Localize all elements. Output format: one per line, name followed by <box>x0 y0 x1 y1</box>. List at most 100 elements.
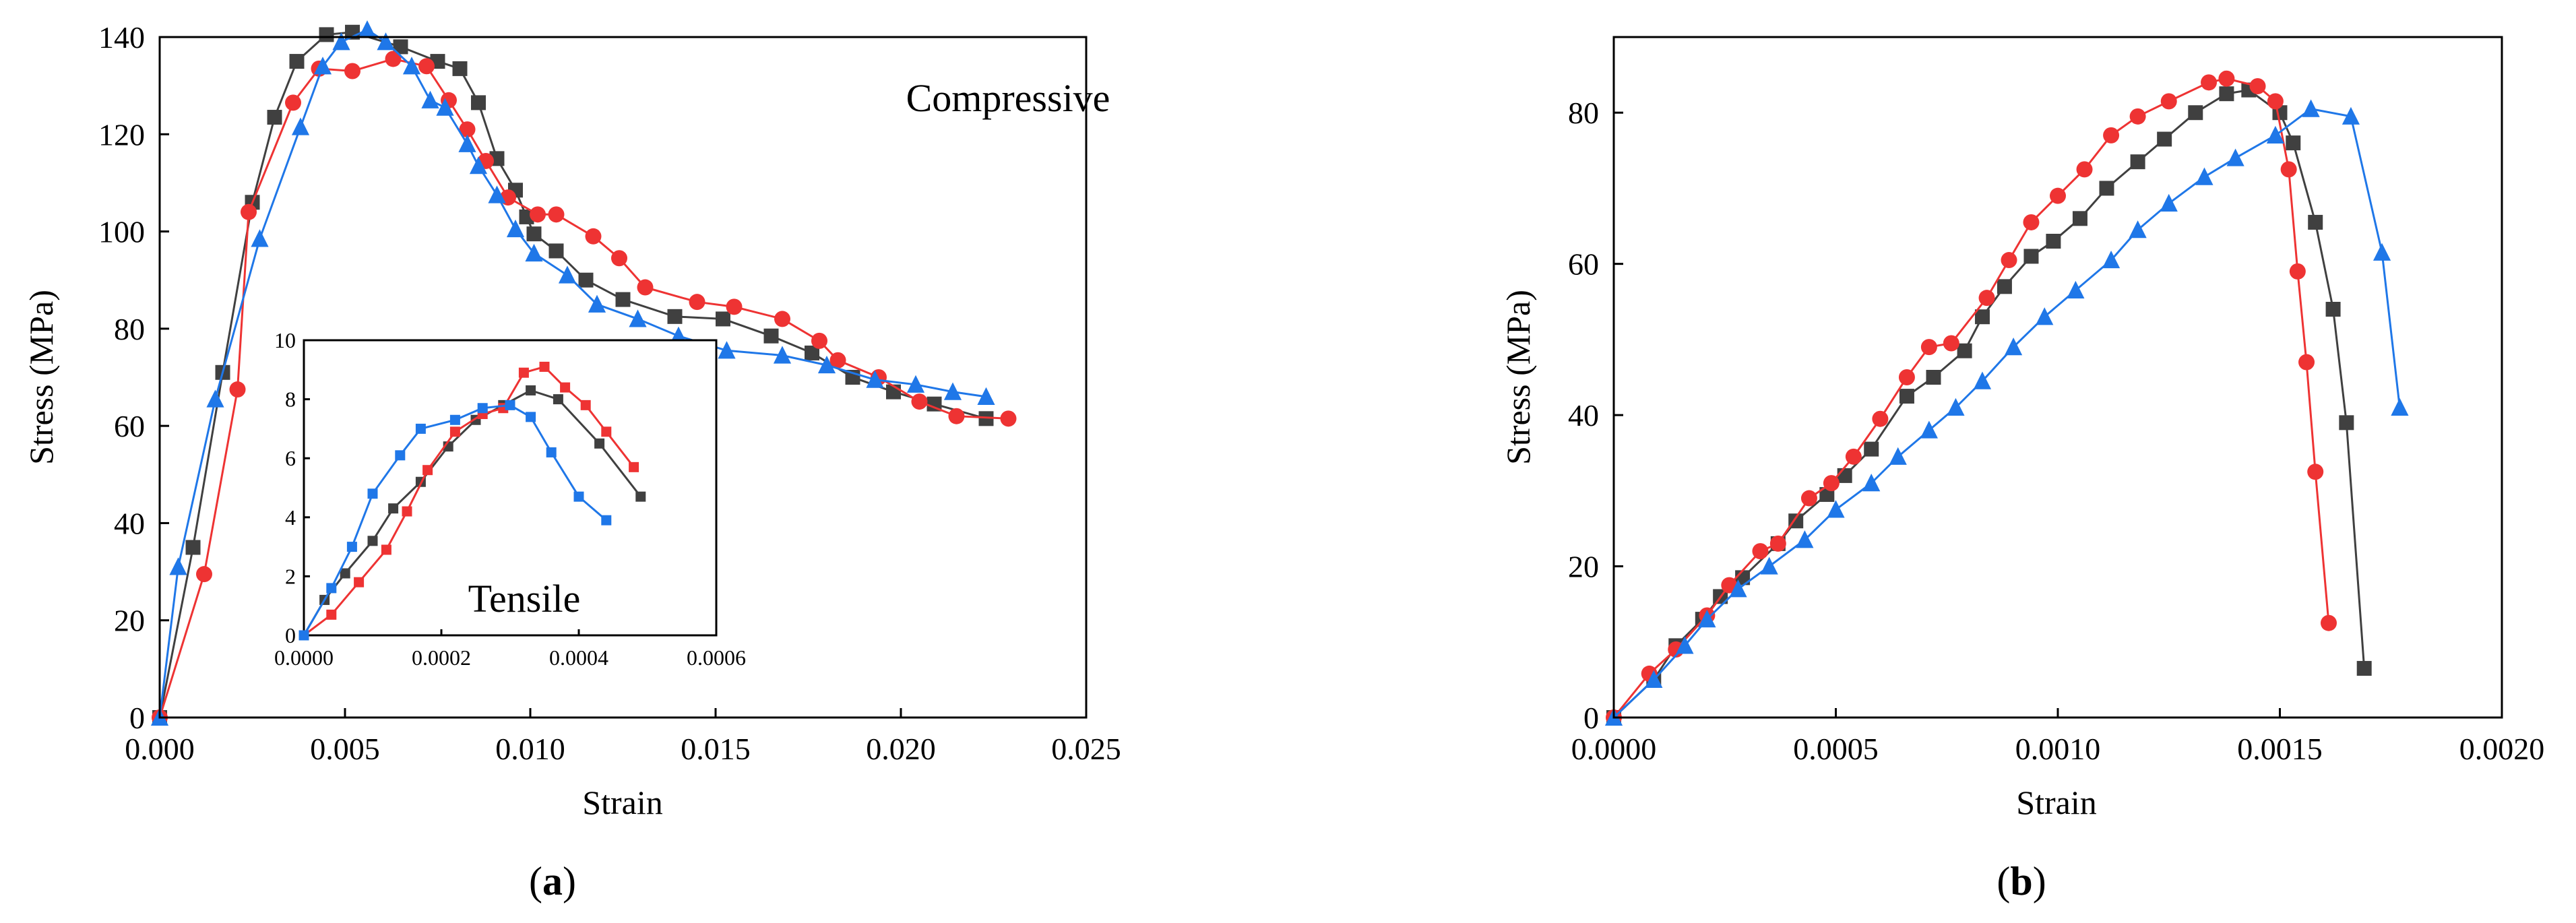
panel-a-y-axis-title: Stress (MPa) <box>22 290 60 465</box>
panel-a-x-axis-title: Strain <box>582 784 662 821</box>
panel-b-specimen-2-point <box>1823 475 1840 492</box>
panel-a-specimen-3-point <box>588 294 606 313</box>
panel-a-specimen-1-point <box>289 54 305 69</box>
panel-a-label: (a) <box>529 859 576 903</box>
panel-a-specimen-3-point <box>291 117 310 135</box>
inset-x-tick-label: 0.0002 <box>412 645 471 670</box>
panel-a-x-tick-label: 0.020 <box>866 732 936 766</box>
inset-specimen-2-point <box>580 400 591 410</box>
panel-b-specimen-3-point <box>1796 530 1814 548</box>
inset-specimen-3-point <box>505 400 515 410</box>
panel-a-specimen-1-point <box>578 272 594 288</box>
inset-specimen-2-point <box>518 367 529 378</box>
inset-specimen-3-point <box>526 412 536 422</box>
inset-specimen-1-point <box>340 568 350 579</box>
panel-b-specimen-3-point <box>2302 99 2320 117</box>
panel-b-x-tick-label: 0.0000 <box>1571 732 1657 766</box>
panel-a-specimen-2-point <box>548 206 565 223</box>
panel-a-specimen-3-point <box>206 389 224 408</box>
inset-specimen-2-point <box>560 382 571 393</box>
panel-a-specimen-3-point <box>558 265 577 284</box>
inset-y-tick-label: 0 <box>285 623 296 647</box>
panel-b-specimen-3-point <box>2266 125 2285 144</box>
panel-b-specimen-1-point <box>2219 86 2234 102</box>
panel-a-specimen-1-point <box>452 61 468 76</box>
inset-specimen-1-point <box>553 394 563 405</box>
panel-a-specimen-2-point <box>530 206 546 223</box>
panel-b-specimen-2-point <box>1978 290 1995 307</box>
inset-specimen-1-point <box>594 438 605 449</box>
inset-specimen-3-point <box>546 447 557 457</box>
panel-a-specimen-2-point <box>229 381 246 398</box>
panel-a-x-tick-label: 0.005 <box>310 732 380 766</box>
panel-a-x-tick-label: 0.000 <box>125 732 195 766</box>
panel-a-y-tick-label: 20 <box>114 604 145 638</box>
panel-b-y-tick-label: 80 <box>1568 96 1599 130</box>
panel-a-specimen-3-point <box>436 98 454 116</box>
panel-b-specimen-1-point <box>1997 279 2012 294</box>
panel-a-specimen-2-point <box>911 393 928 410</box>
panel-b-specimen-3-point <box>1760 556 1778 575</box>
panel-a-specimen-3-point <box>817 355 836 374</box>
panel-b-specimen-3-point <box>1729 579 1747 598</box>
panel-b-specimen-3-line <box>1612 108 2401 719</box>
panel-b-specimen-3-point <box>1676 636 1694 654</box>
inset-specimen-2-point <box>402 506 412 517</box>
panel-b-specimen-1-point <box>2188 105 2203 121</box>
panel-b-specimen-3-point <box>2067 280 2085 299</box>
panel-b-specimen-3-point <box>2036 307 2054 325</box>
panel-b-specimen-3-point <box>1645 670 1663 688</box>
panel-b-y-tick-label: 0 <box>1583 701 1599 735</box>
inset-specimen-1-point <box>388 503 399 514</box>
inset-x-tick-label: 0.0006 <box>687 645 746 670</box>
panel-b-specimen-2-point <box>2320 614 2337 631</box>
panel-a-specimen-3-point <box>506 219 525 238</box>
panel-b-specimen-2-point <box>1752 543 1769 560</box>
panel-a-x-tick-label: 0.025 <box>1051 732 1121 766</box>
panel-a-specimen-1-point <box>805 345 819 360</box>
inset-x-tick-label: 0.0000 <box>274 645 334 670</box>
panel-a-specimen-3-point <box>313 57 332 75</box>
panel-b-specimen-3-point <box>2226 148 2244 166</box>
compressive-annotation: Compressive <box>906 76 1110 120</box>
panel-a-specimen-3-point <box>773 346 792 364</box>
panel-a-y-tick-label: 40 <box>114 506 145 540</box>
panel-b-specimen-2-point <box>1872 410 1889 427</box>
panel-b-specimen-3-point <box>1973 371 1992 389</box>
panel-b-specimen-2-point <box>1920 339 1937 356</box>
panel-a-specimen-2-point <box>811 332 827 349</box>
panel-a-specimen-2-point <box>637 279 654 296</box>
panel-b-specimen-1-point <box>2286 135 2301 151</box>
panel-a-specimen-2-point <box>948 408 965 424</box>
panel-b-x-tick-label: 0.0015 <box>2237 732 2323 766</box>
panel-b-specimen-2-point <box>1898 369 1915 385</box>
panel-b-y-axis-title: Stress (MPa) <box>1499 290 1537 465</box>
panel-b-specimen-1-point <box>2023 249 2039 264</box>
panel-b-specimen-3-point <box>1947 397 1965 416</box>
panel-b-specimen-2-point <box>2201 74 2218 91</box>
panel-b-specimen-2-point <box>2050 187 2066 204</box>
inset-specimen-2-point <box>381 544 391 555</box>
inset-specimen-2-point <box>601 426 612 437</box>
panel-a-specimen-2-point <box>774 311 790 327</box>
inset-y-tick-label: 10 <box>274 328 296 352</box>
tensile-annotation: Tensile <box>468 577 581 620</box>
panel-b-specimen-2-point <box>1800 490 1817 507</box>
inset-specimen-1-point <box>526 385 536 395</box>
panel-a-x-tick-label: 0.015 <box>681 732 751 766</box>
panel-b-specimen-3-point <box>2160 193 2178 212</box>
panel-b-chart-marks: 0.0000 0.0005 0.0010 0.0015 0.0020 0 20 40 60 80 <box>1568 70 2544 766</box>
panel-b-x-axis-title: Strain <box>2016 784 2096 821</box>
panel-b-specimen-2-point <box>2298 354 2315 371</box>
inset-specimen-2-point <box>539 361 550 372</box>
inset-x-tick-label: 0.0004 <box>549 645 608 670</box>
panel-b-specimen-1-point <box>1926 370 1941 385</box>
panel-a-specimen-3-point <box>469 156 488 174</box>
panel-b-specimen-3-point <box>2102 250 2121 269</box>
panel-b-specimen-1-line <box>1612 89 2366 719</box>
panel-b-label: (b) <box>1997 859 2046 903</box>
panel-a-y-tick-label: 0 <box>129 701 145 735</box>
panel-b-specimen-3-point <box>2342 106 2360 125</box>
panel-a-chart-marks: 0.000 0.005 0.010 0.015 0.020 0.0250204060801… <box>98 20 1121 766</box>
panel-a-specimen-1-point <box>393 39 408 55</box>
